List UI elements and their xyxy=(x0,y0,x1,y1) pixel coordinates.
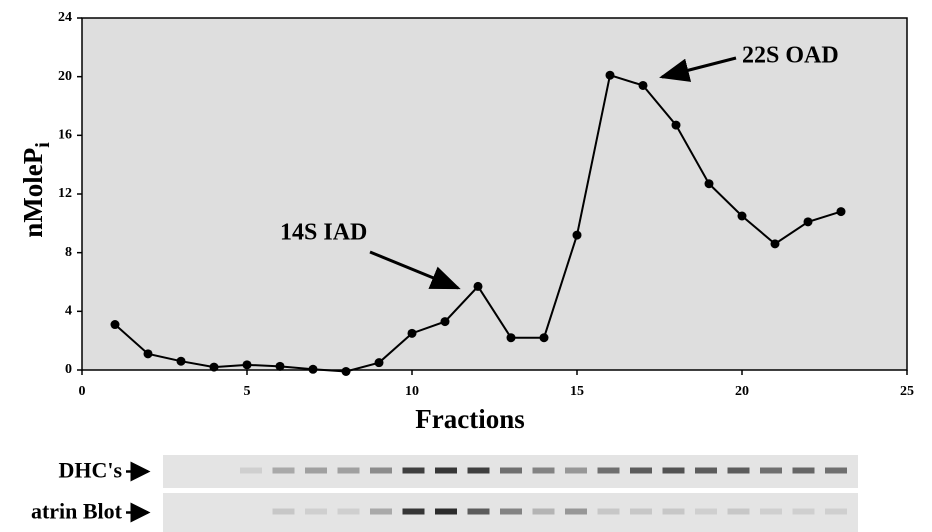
x-axis-label: Fractions xyxy=(415,404,524,434)
blot-band xyxy=(305,468,327,474)
blot-band xyxy=(338,509,360,515)
y-tick-label: 12 xyxy=(58,186,72,201)
data-point xyxy=(573,231,582,240)
x-tick-label: 20 xyxy=(735,384,749,399)
blot-band xyxy=(825,509,847,515)
y-label-sub: i xyxy=(32,142,54,148)
data-point xyxy=(540,333,549,342)
blot-band xyxy=(500,468,522,474)
data-point xyxy=(606,71,615,80)
blot-band xyxy=(240,468,262,474)
blot-band xyxy=(435,509,457,515)
y-tick-label: 24 xyxy=(58,10,72,25)
blot-band xyxy=(273,468,295,474)
blot-band xyxy=(370,468,392,474)
blot-band xyxy=(565,509,587,515)
data-point xyxy=(705,179,714,188)
blot-band xyxy=(663,509,685,515)
blot-band xyxy=(630,468,652,474)
x-tick-label: 5 xyxy=(244,384,251,399)
blot-band xyxy=(663,468,685,474)
blot-band xyxy=(370,509,392,515)
data-point xyxy=(210,363,219,372)
y-label-main: nMoleP xyxy=(18,148,48,238)
blot-band xyxy=(435,468,457,474)
blot-label: DHC's xyxy=(58,458,122,483)
blot-band xyxy=(728,509,750,515)
blot-band xyxy=(468,468,490,474)
data-point xyxy=(837,207,846,216)
blot-band xyxy=(533,468,555,474)
data-point xyxy=(111,320,120,329)
x-tick-label: 10 xyxy=(405,384,419,399)
blot-band xyxy=(565,468,587,474)
x-tick-label: 25 xyxy=(900,384,914,399)
x-tick-label: 15 xyxy=(570,384,584,399)
y-axis-label: nMolePi xyxy=(18,142,53,238)
blot-band xyxy=(500,509,522,515)
blot-band xyxy=(760,509,782,515)
blot-band xyxy=(598,509,620,515)
blot-band xyxy=(305,509,327,515)
blot-band xyxy=(793,468,815,474)
y-tick-label: 4 xyxy=(65,304,72,319)
blot-label: atrin Blot xyxy=(31,499,123,524)
data-point xyxy=(474,282,483,291)
data-point xyxy=(639,81,648,90)
x-tick-label: 0 xyxy=(79,384,86,399)
blot-band xyxy=(598,468,620,474)
blot-band xyxy=(338,468,360,474)
data-point xyxy=(177,357,186,366)
blot-band xyxy=(695,468,717,474)
data-point xyxy=(144,349,153,358)
data-point xyxy=(738,212,747,221)
y-tick-label: 8 xyxy=(65,245,72,260)
annotation: 22S OAD xyxy=(742,43,839,69)
blot-band xyxy=(760,468,782,474)
annotation: 14S IAD xyxy=(280,220,367,246)
data-point xyxy=(375,358,384,367)
blot-band xyxy=(403,509,425,515)
data-point xyxy=(342,367,351,376)
blot-band xyxy=(728,468,750,474)
data-point xyxy=(441,317,450,326)
data-point xyxy=(309,365,318,374)
blot-band xyxy=(825,468,847,474)
data-point xyxy=(408,329,417,338)
y-tick-label: 20 xyxy=(58,69,72,84)
y-tick-label: 0 xyxy=(65,362,72,377)
data-point xyxy=(507,333,516,342)
blot-band xyxy=(273,509,295,515)
data-point xyxy=(276,362,285,371)
blot-band xyxy=(695,509,717,515)
plot-area xyxy=(82,18,907,370)
chart: nMolePi Fractions 0 4 8 12 16 20 24 0 5 10 15 20 25 1… xyxy=(0,0,932,532)
y-tick-label: 16 xyxy=(58,128,72,143)
blot-band xyxy=(403,468,425,474)
data-point xyxy=(243,360,252,369)
blot-band xyxy=(468,509,490,515)
blot-band xyxy=(533,509,555,515)
data-point xyxy=(771,239,780,248)
data-point xyxy=(672,121,681,130)
blot-band xyxy=(793,509,815,515)
blot-band xyxy=(630,509,652,515)
data-point xyxy=(804,217,813,226)
